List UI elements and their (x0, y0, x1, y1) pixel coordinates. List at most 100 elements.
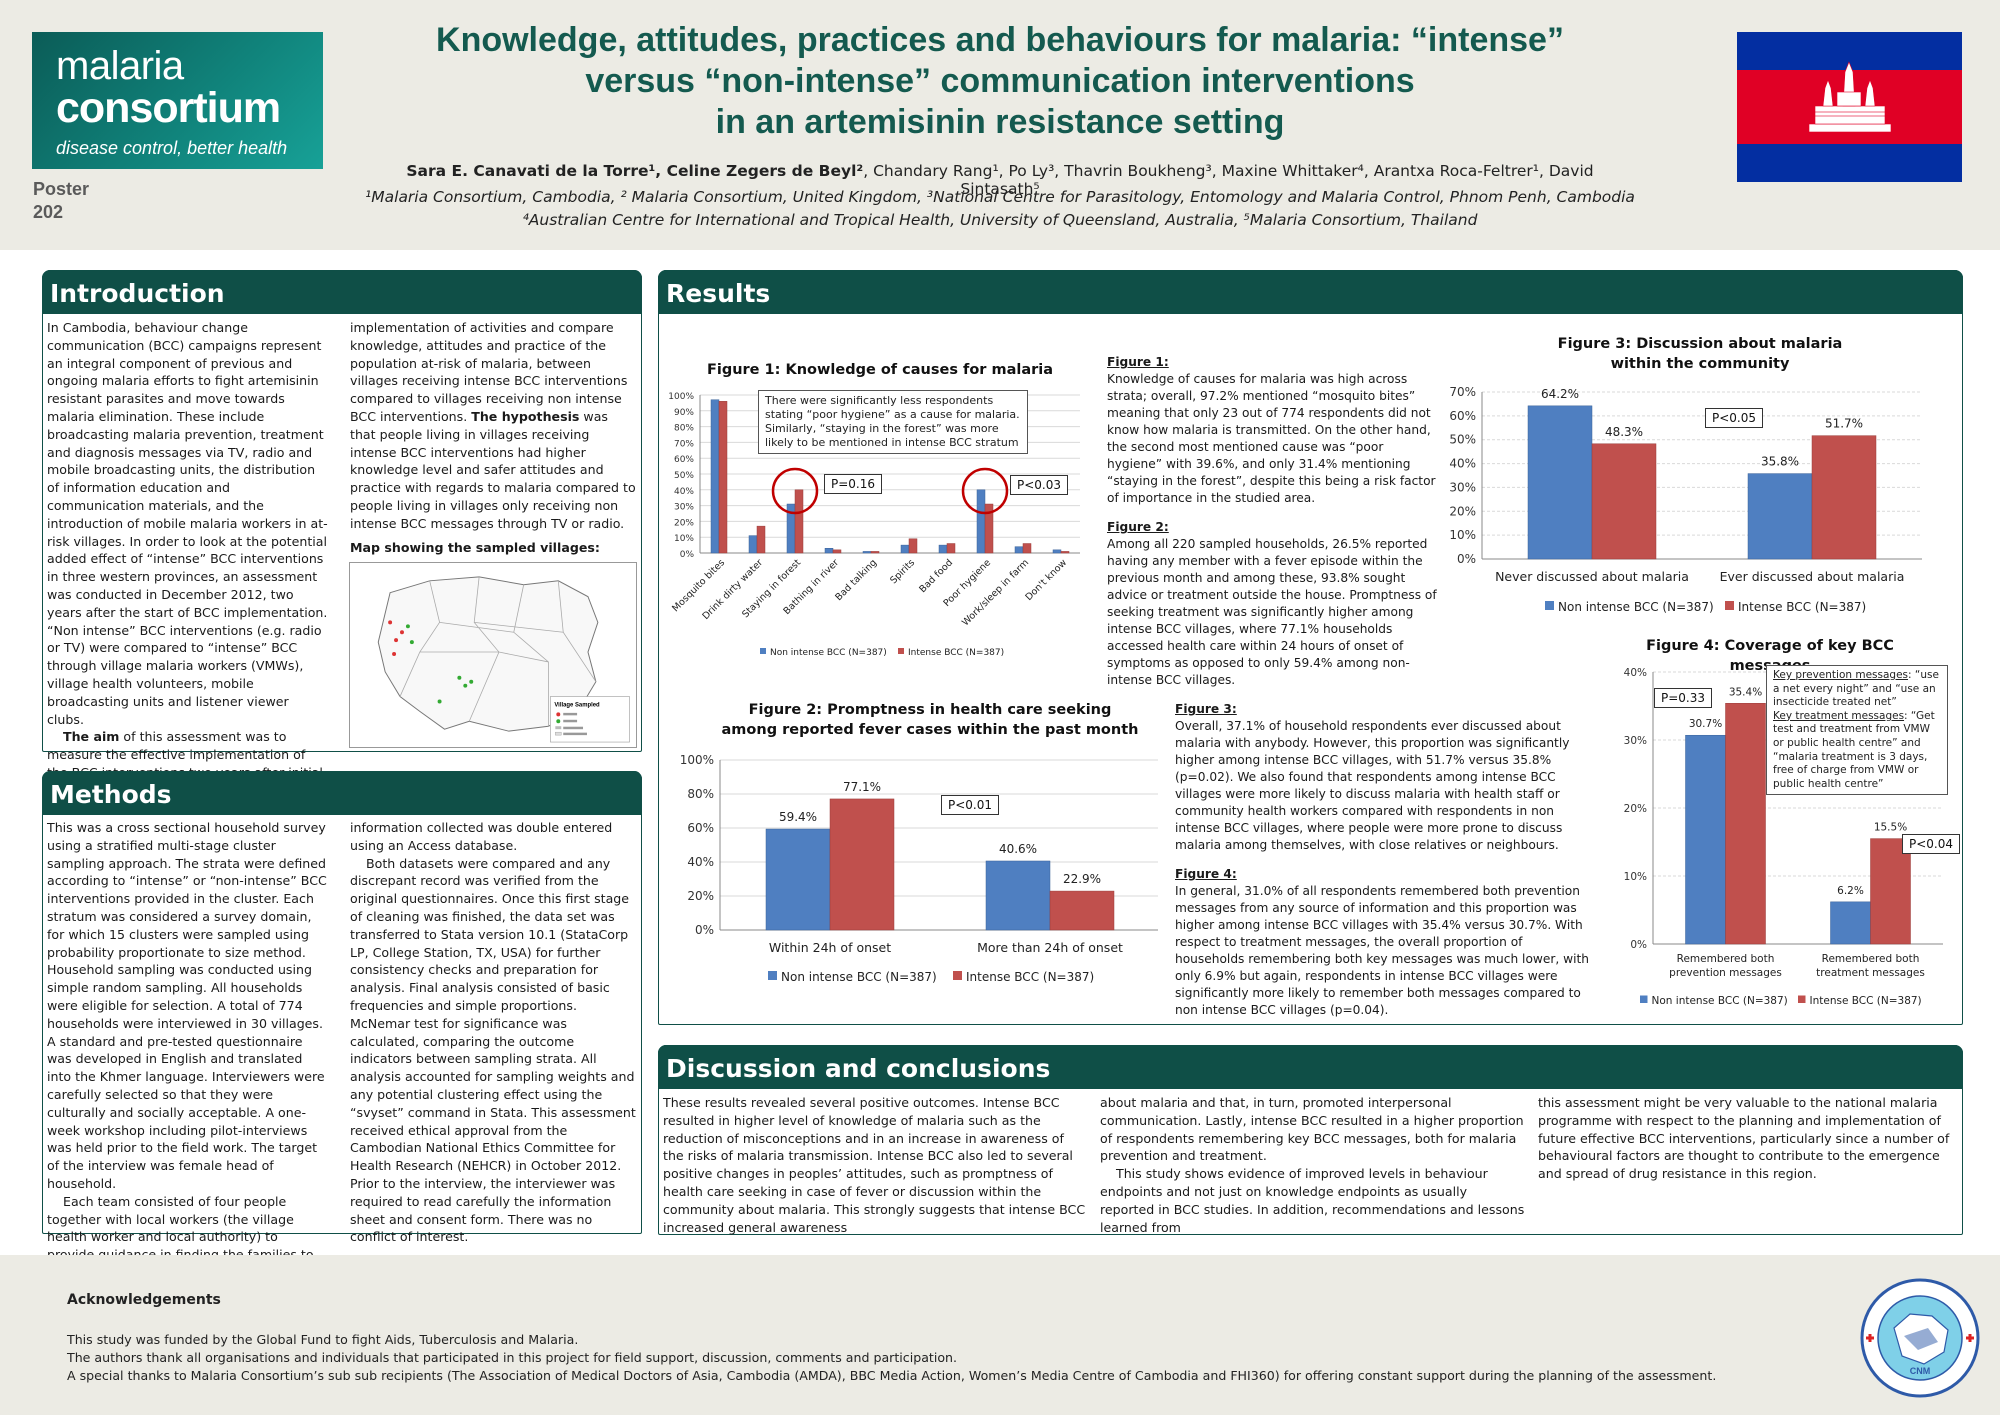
introduction-col1: In Cambodia, behaviour change communicat… (47, 319, 329, 782)
legend-swatch (1545, 601, 1554, 610)
introduction-col2: implementation of activities and compare… (350, 319, 636, 556)
header-band (0, 0, 2000, 250)
map-label: Map showing the sampled villages: (350, 539, 600, 555)
poster-number: Poster 202 (33, 178, 89, 224)
legend-swatch (1798, 995, 1806, 1003)
fig1-p-value-1: P=0.16 (824, 474, 883, 494)
fig1-text: Knowledge of causes for malaria was high… (1107, 372, 1436, 505)
bar (938, 544, 948, 554)
bar (1725, 703, 1766, 945)
y-tick-label: 30% (1624, 735, 1647, 747)
category-label: Work/sleep in farm (960, 557, 1031, 628)
bar (976, 489, 986, 554)
fig2-text: Among all 220 sampled households, 26.5% … (1107, 537, 1437, 687)
fig2-text-title: Figure 2: (1107, 520, 1169, 534)
legend-label: Non intense BCC (N=387) (1652, 995, 1788, 1007)
bar (985, 860, 1051, 931)
methods-paragraph-1: This was a cross sectional household sur… (47, 820, 327, 1191)
data-label: 77.1% (843, 780, 881, 794)
intro-col2-a: implementation of activities and compare… (350, 320, 628, 424)
legend-label: Intense BCC (N=387) (1810, 995, 1922, 1007)
legend-label: Non intense BCC (N=387) (781, 970, 937, 984)
bar (718, 401, 728, 554)
fig2-title: Figure 2: Promptness in health care seek… (721, 702, 1139, 738)
legend-label: Non intense BCC (N=387) (770, 648, 887, 658)
data-label: 40.6% (999, 842, 1037, 856)
y-tick-label: 100% (668, 392, 694, 402)
fig1-description: Figure 1: Knowledge of causes for malari… (1107, 354, 1442, 689)
category-label: Within 24h of onset (769, 940, 891, 955)
title-line1: Knowledge, attitudes, practices and beha… (436, 21, 1564, 59)
fig4-callout-t2: : “Get test and treatment from VMW or pu… (1773, 709, 1935, 790)
poster-title: Knowledge, attitudes, practices and beha… (380, 20, 1620, 143)
y-tick-label: 80% (674, 424, 694, 434)
fig4-callout-h2: Key treatment messages (1773, 709, 1905, 722)
bar (1870, 838, 1911, 945)
category-label: Bad food (917, 557, 955, 595)
bar (908, 538, 918, 554)
y-tick-label: 40% (687, 855, 714, 869)
ack-line2: The authors thank all organisations and … (67, 1350, 958, 1365)
acknowledgements-text: This study was funded by the Global Fund… (67, 1331, 1767, 1385)
discussion-section: Discussion and conclusions (658, 1045, 1963, 1235)
ack-line3: A special thanks to Malaria Consortium’s… (67, 1368, 1717, 1383)
malaria-consortium-logo: malaria consortium disease control, bett… (32, 32, 323, 169)
map-legend-title: Village Sampled (554, 702, 600, 708)
logo-line1: malaria (56, 44, 184, 88)
discussion-col3: this assessment might be very valuable t… (1538, 1094, 1958, 1183)
y-tick-label: 20% (674, 518, 694, 528)
data-label: 35.8% (1761, 455, 1799, 469)
data-label: 64.2% (1541, 387, 1579, 401)
y-tick-label: 50% (674, 471, 694, 481)
intro-col2-b: was that people living in villages recei… (350, 408, 636, 531)
bar (765, 828, 831, 931)
bar (900, 544, 910, 554)
acknowledgements-title: Acknowledgements (67, 1292, 221, 1308)
bar (710, 399, 720, 554)
y-tick-label: 60% (674, 455, 694, 465)
title-line3: in an artemisinin resistance setting (715, 103, 1285, 141)
y-tick-label: 80% (687, 787, 714, 801)
legend-swatch (760, 648, 766, 654)
bar (1049, 890, 1115, 931)
bar (832, 549, 842, 554)
data-label: 6.2% (1837, 885, 1864, 897)
data-label: 48.3% (1605, 425, 1643, 439)
legend-swatch (1640, 995, 1648, 1003)
affiliations: ¹Malaria Consortium, Cambodia, ² Malaria… (300, 186, 1700, 232)
discussion-heading: Discussion and conclusions (658, 1045, 1963, 1089)
bar (824, 548, 834, 554)
authors-rest: , Chandary Rang¹, Po Ly³, Thavrin Boukhe… (863, 162, 1594, 198)
fig3-description: Figure 3: Overall, 37.1% of household re… (1175, 701, 1595, 1019)
legend-label: Intense BCC (N=387) (966, 970, 1094, 984)
bar (1052, 549, 1062, 554)
data-label: 51.7% (1825, 417, 1863, 431)
fig3-p-value: P<0.05 (1705, 408, 1764, 428)
affil-line1: ¹Malaria Consortium, Cambodia, ² Malaria… (365, 188, 1635, 206)
bar (756, 525, 766, 554)
bar (1060, 551, 1070, 554)
fig4-text-title: Figure 4: (1175, 867, 1237, 881)
bar (1014, 546, 1024, 554)
discussion-paragraph-3: This study shows evidence of improved le… (1100, 1166, 1525, 1235)
fig1-text-title: Figure 1: (1107, 355, 1169, 369)
category-label: prevention messages (1669, 967, 1782, 979)
data-label: 22.9% (1063, 872, 1101, 886)
intro-paragraph-2: implementation of activities and compare… (350, 319, 636, 533)
y-tick-label: 30% (1449, 480, 1476, 494)
y-tick-label: 0% (1630, 939, 1647, 951)
legend-swatch (1725, 601, 1734, 610)
logo-tagline: disease control, better health (56, 138, 288, 158)
discussion-paragraph-1: These results revealed several positive … (663, 1095, 1086, 1235)
data-label: 30.7% (1689, 718, 1722, 730)
authors-bold: Sara E. Canavati de la Torre¹, Celine Ze… (406, 162, 864, 180)
intro-aim-bold: The aim (63, 729, 120, 745)
y-tick-label: 20% (1449, 504, 1476, 518)
y-tick-label: 0% (695, 923, 714, 937)
bar (1685, 734, 1726, 945)
legend-label: Intense BCC (N=387) (1738, 600, 1866, 614)
intro-hypothesis-bold: The hypothesis (471, 408, 580, 424)
bar (870, 551, 880, 554)
fig3-text-title: Figure 3: (1175, 702, 1237, 716)
fig4-p-value-2: P<0.04 (1902, 834, 1961, 854)
